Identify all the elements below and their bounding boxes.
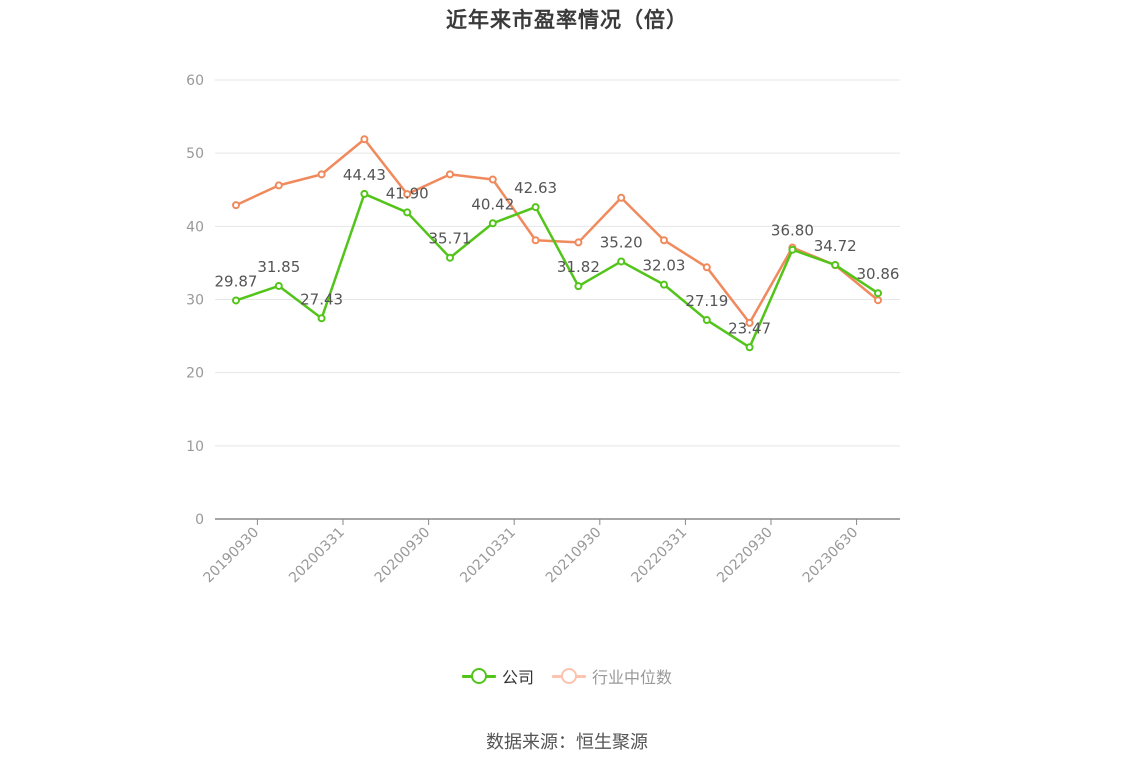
x-tick-label: 20190930 <box>201 525 263 587</box>
company-data-label: 31.82 <box>557 258 600 276</box>
industry-point <box>317 170 326 179</box>
source-note: 数据来源：恒生聚源 <box>486 732 648 753</box>
x-tick-label: 20230630 <box>800 525 862 587</box>
legend-label-industry: 行业中位数 <box>592 668 673 687</box>
y-tick-label: 60 <box>186 73 204 89</box>
company-data-label: 36.80 <box>771 222 814 240</box>
industry-point <box>488 175 497 184</box>
legend-swatch-industry <box>552 666 586 686</box>
industry-point <box>617 193 626 202</box>
company-point <box>360 189 369 198</box>
company-data-label: 42.63 <box>514 179 557 197</box>
series <box>232 135 882 352</box>
industry-point <box>531 236 540 245</box>
company-data-label: 27.43 <box>300 290 343 308</box>
company-data-label: 44.43 <box>343 166 386 184</box>
y-tick-label: 0 <box>195 512 204 528</box>
company-point <box>788 245 797 254</box>
company-data-label: 35.71 <box>429 230 472 248</box>
legend: 公司 行业中位数 <box>0 664 1134 688</box>
x-tick-label: 20200930 <box>372 525 434 587</box>
company-data-label: 41.90 <box>386 184 429 202</box>
company-data-label: 27.19 <box>685 292 728 310</box>
y-tick-label: 20 <box>186 366 204 382</box>
industry-point <box>874 296 882 305</box>
industry-point <box>360 135 369 144</box>
axes: 0 10 20 30 40 50 60 20190930 20200331 20200930 202… <box>186 73 900 586</box>
company-point <box>702 316 711 325</box>
legend-swatch-company <box>461 666 496 686</box>
chart-title: 近年来市盈率情况（倍） <box>446 8 688 32</box>
company-point <box>488 219 497 228</box>
x-tick-label: 20210930 <box>543 525 605 587</box>
company-data-label: 23.47 <box>728 319 771 337</box>
company-point <box>403 208 412 217</box>
company-point <box>874 289 882 298</box>
legend-label-company: 公司 <box>501 668 534 687</box>
company-point <box>574 282 583 291</box>
legend-item-company[interactable]: 公司 <box>461 664 534 688</box>
industry-point <box>574 238 583 247</box>
y-tick-label: 10 <box>186 439 204 455</box>
company-data-label: 40.42 <box>471 195 514 213</box>
industry-point <box>745 318 754 327</box>
company-line <box>235 192 879 349</box>
industry-point <box>660 236 668 245</box>
industry-point <box>232 201 240 210</box>
company-point <box>660 280 668 289</box>
x-tick-label: 20210331 <box>457 525 519 587</box>
company-point <box>446 253 454 262</box>
y-tick-label: 30 <box>186 293 204 309</box>
company-data-label: 35.20 <box>600 233 643 251</box>
industry-line <box>235 138 879 325</box>
company-data-label: 30.86 <box>857 265 900 283</box>
x-tick-label: 20220331 <box>629 525 691 587</box>
company-data-label: 31.85 <box>257 258 300 276</box>
industry-point <box>403 190 412 199</box>
x-tick-label: 20200331 <box>286 525 348 587</box>
industry-point <box>446 170 454 179</box>
company-point <box>831 260 840 269</box>
legend-item-industry[interactable]: 行业中位数 <box>552 664 672 688</box>
company-data-label: 32.03 <box>643 257 686 275</box>
company-data-label: 34.72 <box>814 237 857 255</box>
company-point <box>232 296 240 305</box>
company-point <box>274 281 283 290</box>
company-point <box>617 257 626 266</box>
industry-point <box>274 181 283 190</box>
y-tick-label: 40 <box>186 219 204 235</box>
y-tick-label: 50 <box>186 146 204 162</box>
company-point <box>745 343 754 352</box>
industry-point <box>702 263 711 272</box>
company-point <box>531 203 540 212</box>
company-point <box>317 314 326 323</box>
x-tick-label: 20220930 <box>714 525 776 587</box>
company-data-label: 29.87 <box>215 272 258 290</box>
